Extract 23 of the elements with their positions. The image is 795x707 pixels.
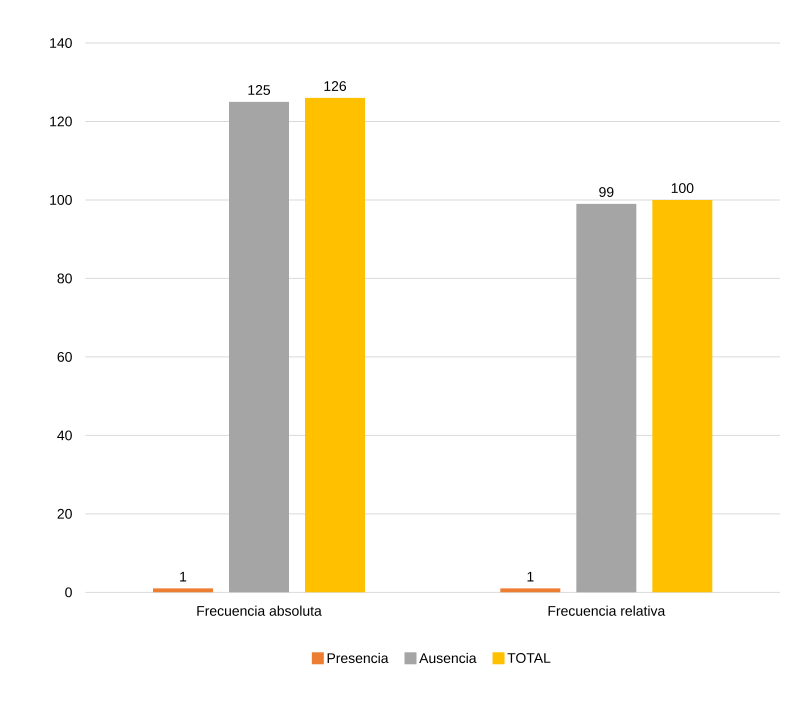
x-tick-label: Frecuencia relativa xyxy=(548,606,666,616)
data-label: 99 xyxy=(599,187,614,197)
data-label: 125 xyxy=(248,85,270,95)
legend-label: Presencia xyxy=(328,652,388,664)
y-tick-label: 80 xyxy=(58,273,72,284)
legend-label: TOTAL xyxy=(508,653,550,663)
y-tick-label: 40 xyxy=(57,430,72,440)
data-label: 1 xyxy=(180,572,186,582)
y-tick-label: 120 xyxy=(50,116,72,126)
y-tick-label: 0 xyxy=(65,587,72,598)
bar xyxy=(652,200,712,592)
bar xyxy=(305,98,366,592)
y-tick-label: 60 xyxy=(58,352,72,362)
data-label: 1 xyxy=(528,572,534,582)
y-tick-label: 140 xyxy=(50,38,72,48)
x-tick-label: Frecuencia absoluta xyxy=(197,606,322,616)
bar xyxy=(576,204,636,592)
bar xyxy=(229,102,290,592)
y-tick-label: 100 xyxy=(50,195,72,205)
y-tick-label: 20 xyxy=(58,508,72,519)
data-label: 100 xyxy=(672,183,694,194)
data-label: 126 xyxy=(324,81,346,92)
legend-label: Ausencia xyxy=(419,652,477,664)
